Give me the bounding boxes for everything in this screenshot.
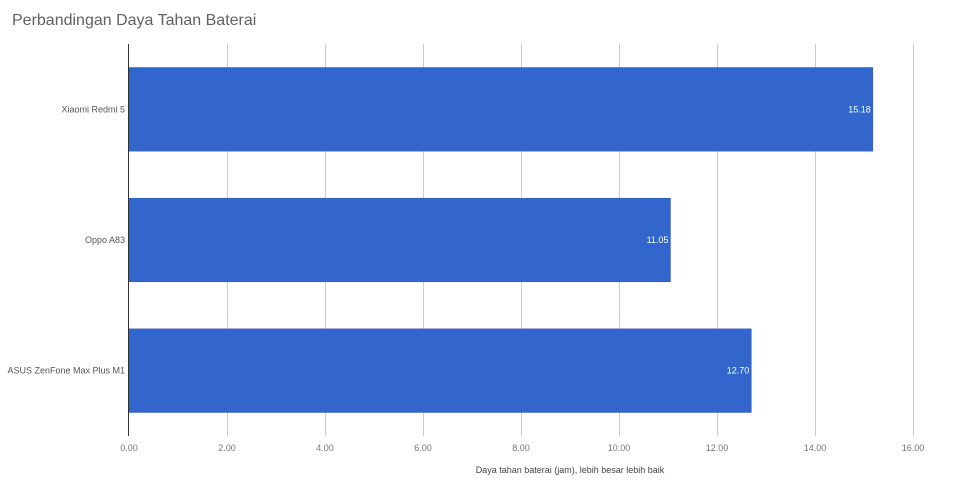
x-tick-label: 16.00 bbox=[902, 443, 925, 453]
x-tick-label: 4.00 bbox=[316, 443, 334, 453]
category-label: Xiaomi Redmi 5 bbox=[61, 104, 125, 114]
category-label: Oppo A83 bbox=[85, 235, 125, 245]
category-label: ASUS ZenFone Max Plus M1 bbox=[7, 366, 125, 376]
x-tick-label: 8.00 bbox=[512, 443, 530, 453]
chart-title: Perbandingan Daya Tahan Baterai bbox=[12, 12, 257, 29]
axes: 0.00 2.00 4.00 6.00 8.00 10.00 12.00 14.00 16.00… bbox=[7, 44, 924, 453]
bar-value-label: 15.18 bbox=[848, 104, 871, 114]
bar bbox=[128, 197, 671, 283]
x-tick-label: 0.00 bbox=[120, 443, 138, 453]
x-axis-title: Daya tahan baterai (jam), lebih besar le… bbox=[476, 465, 665, 475]
bar bbox=[128, 328, 752, 413]
x-tick-label: 14.00 bbox=[804, 443, 827, 453]
bars: 15.18 11.05 12.70 bbox=[128, 67, 874, 413]
bar bbox=[128, 67, 874, 152]
bar-value-label: 11.05 bbox=[647, 235, 669, 245]
x-tick-label: 12.00 bbox=[706, 443, 729, 453]
x-tick-label: 2.00 bbox=[218, 443, 236, 453]
bar-value-label: 12.70 bbox=[727, 366, 750, 376]
x-tick-label: 6.00 bbox=[414, 443, 432, 453]
x-tick-label: 10.00 bbox=[608, 443, 631, 453]
